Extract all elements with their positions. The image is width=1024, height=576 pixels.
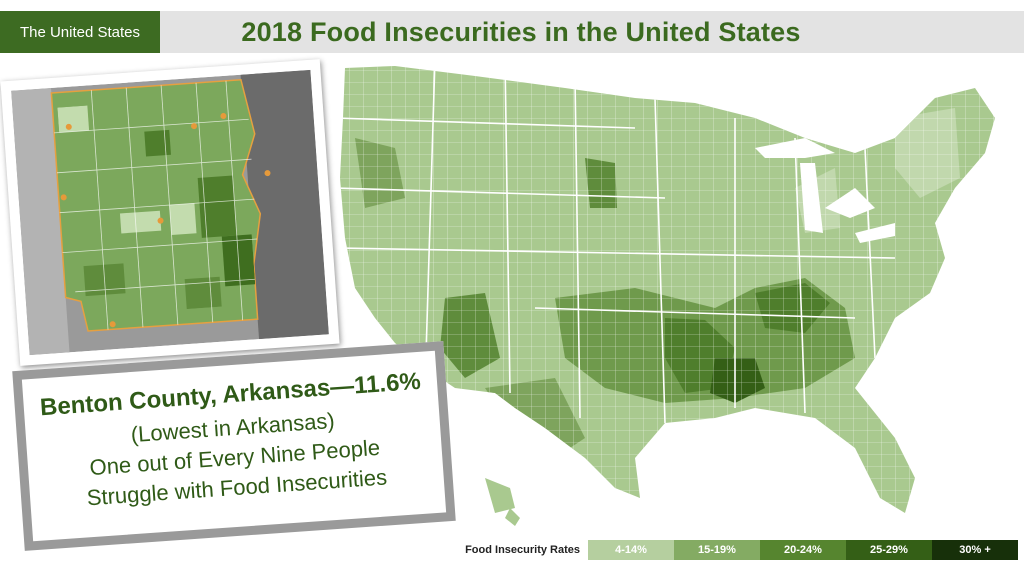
benton-county-callout: Benton County, Arkansas—11.6% (Lowest in… (12, 341, 456, 551)
region-tag: The United States (0, 11, 160, 53)
legend-item-30-plus: 30% + (932, 540, 1018, 560)
legend-item-20-24: 20-24% (760, 540, 846, 560)
legend-item-15-19: 15-19% (674, 540, 760, 560)
legend-label: 20-24% (784, 544, 822, 556)
legend-title: Food Insecurity Rates (465, 544, 580, 556)
title-band: The United States 2018 Food Insecurities… (0, 11, 1024, 53)
arkansas-county-map (11, 69, 329, 356)
legend-item-4-14: 4-14% (588, 540, 674, 560)
legend-label: 4-14% (615, 544, 647, 556)
legend-item-25-29: 25-29% (846, 540, 932, 560)
legend-label: 25-29% (870, 544, 908, 556)
arkansas-inset-card (0, 59, 340, 366)
page-title: 2018 Food Insecurities in the United Sta… (241, 16, 801, 47)
legend-label: 30% + (959, 544, 991, 556)
legend-label: 15-19% (698, 544, 736, 556)
map-legend: Food Insecurity Rates 4-14% 15-19% 20-24… (420, 540, 1018, 560)
